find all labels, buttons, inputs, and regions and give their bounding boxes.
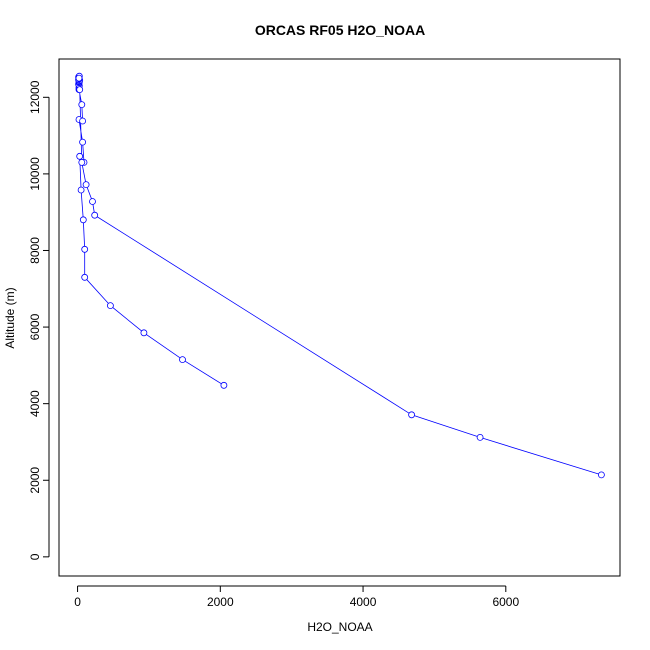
y-tick-label: 4000: [28, 390, 42, 417]
data-point: [75, 74, 83, 82]
data-series: [75, 72, 605, 479]
data-point: [89, 198, 96, 205]
data-point: [91, 211, 99, 219]
data-point: [179, 356, 186, 364]
y-tick-label: 8000: [28, 237, 42, 264]
x-tick-label: 0: [74, 595, 81, 609]
data-point: [78, 158, 86, 166]
series-line: [77, 74, 602, 476]
data-point: [79, 138, 86, 146]
y-axis: 0 2000 4000 6000 8000 10000 12000: [28, 80, 50, 560]
x-axis-label: H2O_NOAA: [307, 620, 372, 634]
y-tick-label: 2000: [28, 467, 42, 494]
data-point: [77, 186, 85, 194]
data-point: [107, 302, 114, 310]
x-tick-label: 6000: [492, 595, 519, 609]
data-point: [79, 216, 87, 224]
chart-title: ORCAS RF05 H2O_NOAA: [255, 22, 425, 38]
data-point: [79, 117, 86, 125]
data-point: [408, 411, 416, 419]
plot-frame: [58, 58, 621, 577]
data-point: [140, 329, 148, 337]
data-point: [82, 181, 90, 189]
x-tick-label: 4000: [350, 595, 377, 609]
data-point: [476, 433, 484, 441]
x-axis: 0 2000 4000 6000: [74, 585, 519, 609]
data-point: [76, 86, 84, 93]
x-tick-label: 2000: [207, 595, 234, 609]
y-tick-label: 12000: [28, 80, 42, 114]
y-tick-label: 6000: [28, 313, 42, 340]
y-axis-label: Altitude (m): [3, 287, 17, 348]
data-point: [598, 471, 605, 479]
data-point: [81, 245, 89, 253]
data-point: [78, 101, 86, 108]
data-point: [220, 381, 228, 389]
y-tick-label: 0: [28, 553, 42, 560]
data-point: [81, 273, 89, 281]
y-tick-label: 10000: [28, 157, 42, 191]
data-point: [76, 152, 84, 160]
